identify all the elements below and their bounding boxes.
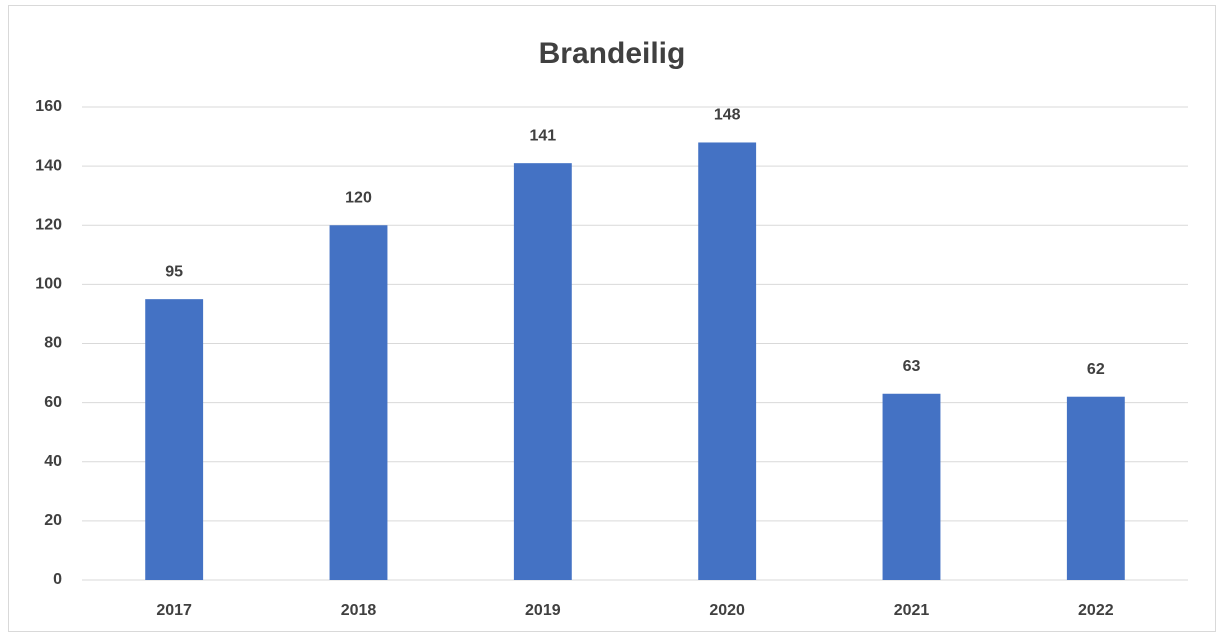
bar xyxy=(145,299,204,580)
data-label: 95 xyxy=(165,263,183,280)
y-tick-label: 0 xyxy=(53,571,62,588)
x-tick-label: 2017 xyxy=(156,602,192,619)
bar xyxy=(698,142,757,580)
y-tick-label: 40 xyxy=(44,453,62,470)
y-tick-label: 160 xyxy=(35,98,62,115)
y-tick-label: 120 xyxy=(35,216,62,233)
data-label: 63 xyxy=(903,358,921,375)
data-label: 62 xyxy=(1087,361,1105,378)
y-tick-label: 60 xyxy=(44,394,62,411)
x-tick-label: 2021 xyxy=(894,602,930,619)
bar xyxy=(882,393,941,580)
y-tick-label: 140 xyxy=(35,157,62,174)
x-tick-label: 2018 xyxy=(341,602,377,619)
y-tick-label: 100 xyxy=(35,276,62,293)
x-tick-label: 2022 xyxy=(1078,602,1114,619)
x-tick-label: 2019 xyxy=(525,602,561,619)
data-label: 120 xyxy=(345,189,372,206)
x-tick-label: 2020 xyxy=(709,602,745,619)
data-label: 141 xyxy=(529,127,556,144)
chart-title: Brandeilig xyxy=(539,37,686,70)
y-tick-label: 20 xyxy=(44,512,62,529)
bar xyxy=(329,225,388,580)
data-label: 148 xyxy=(714,107,741,124)
bar xyxy=(1066,396,1125,580)
chart-border xyxy=(8,5,1216,632)
y-tick-label: 80 xyxy=(44,335,62,352)
bar xyxy=(513,163,572,580)
